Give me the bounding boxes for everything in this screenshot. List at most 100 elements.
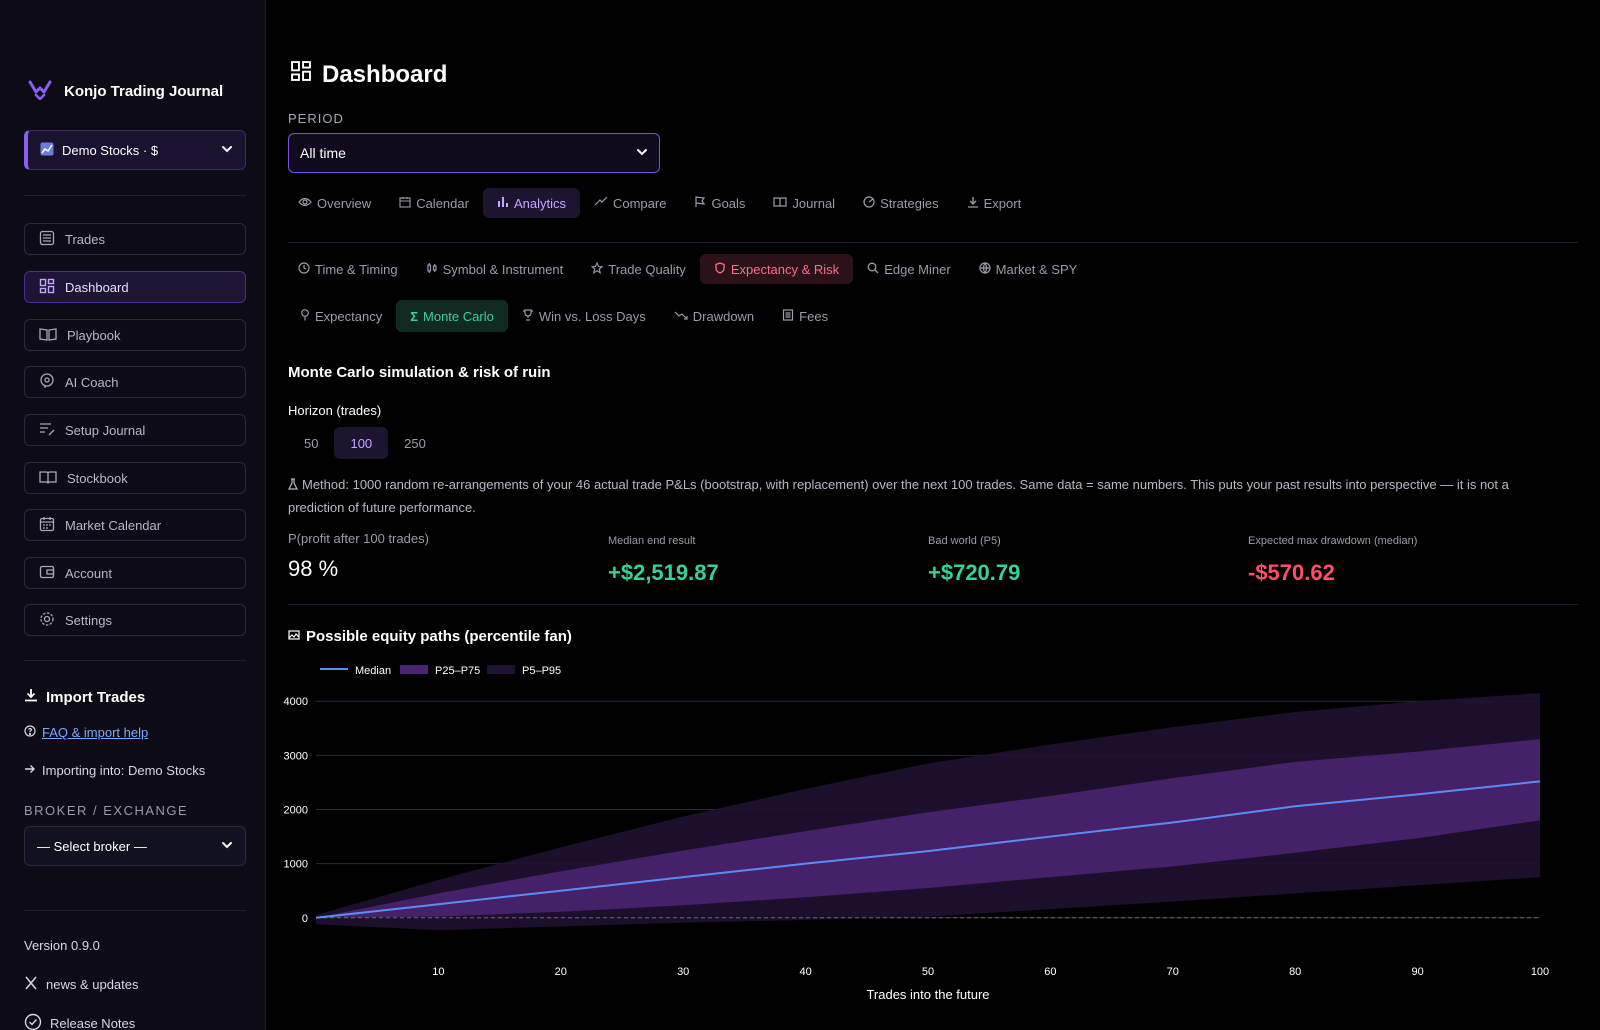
subsubtab-label: Drawdown — [692, 308, 755, 324]
pin-icon — [300, 308, 310, 324]
flag-icon — [694, 195, 706, 211]
tab-compare[interactable]: Compare — [580, 188, 680, 218]
badge-check-icon — [24, 1013, 42, 1030]
sidebar-item-label: Account — [65, 565, 112, 581]
wallet-icon — [39, 564, 55, 583]
subsubtab-monte-carlo[interactable]: Σ Monte Carlo — [396, 300, 508, 332]
book-open-icon — [39, 326, 57, 345]
sidebar-item-label: Setup Journal — [65, 422, 146, 438]
x-tick-label: 10 — [432, 966, 444, 978]
candles-icon — [426, 262, 438, 277]
subtab-time-timing[interactable]: Time & Timing — [284, 254, 412, 284]
horizon-label: Horizon (trades) — [288, 403, 382, 418]
bar-chart-icon — [497, 196, 509, 211]
chevron-down-icon — [636, 145, 648, 161]
subtab-symbol-instrument[interactable]: Symbol & Instrument — [412, 254, 578, 284]
brand[interactable]: Konjo Trading Journal — [28, 80, 223, 103]
sidebar-item-setup-journal[interactable]: Setup Journal — [24, 414, 246, 446]
legend-label: P5–P95 — [522, 665, 561, 677]
legend-label: Median — [355, 665, 391, 677]
horizon-option-250[interactable]: 250 — [404, 435, 426, 451]
analytics-subtabs: Time & Timing Symbol & Instrument Trade … — [284, 254, 1091, 284]
trophy-icon — [522, 308, 534, 324]
horizon-option-50[interactable]: 50 — [304, 435, 319, 451]
importing-into-label: Importing into: Demo Stocks — [42, 763, 206, 778]
sidebar-item-settings[interactable]: Settings — [24, 604, 246, 636]
tab-calendar[interactable]: Calendar — [385, 188, 483, 218]
chart-title-text: Possible equity paths (percentile fan) — [306, 628, 572, 645]
download-icon — [24, 688, 38, 706]
receipt-icon — [782, 308, 794, 324]
faq-import-help-link[interactable]: FAQ & import help — [42, 725, 149, 740]
horizon-option-100[interactable]: 100 — [334, 427, 389, 459]
globe-icon — [979, 261, 991, 277]
sidebar-item-label: Stockbook — [67, 470, 128, 486]
legend-swatch — [487, 665, 515, 674]
broker-select[interactable]: — Select broker — — [24, 826, 246, 866]
calendar-icon — [399, 196, 411, 211]
subtab-label: Trade Quality — [608, 261, 686, 277]
page-title: Dashboard — [290, 60, 447, 89]
stat-label: Median end result — [608, 535, 696, 547]
sidebar-item-playbook[interactable]: Playbook — [24, 319, 246, 351]
account-select[interactable]: Demo Stocks · $ — [24, 130, 246, 170]
period-label: PERIOD — [288, 111, 344, 126]
subtab-expectancy-risk[interactable]: Expectancy & Risk — [699, 254, 854, 284]
tab-strategies[interactable]: Strategies — [849, 188, 953, 218]
subsubtab-drawdown[interactable]: Drawdown — [660, 301, 768, 331]
arrow-right-icon — [24, 763, 36, 778]
sidebar-item-stockbook[interactable]: Stockbook — [24, 462, 246, 494]
sidebar-item-market-calendar[interactable]: Market Calendar — [24, 509, 246, 541]
stat-label: P(profit after 100 trades) — [288, 531, 429, 546]
p25-p75-band — [316, 739, 1540, 918]
app-name: Konjo Trading Journal — [64, 83, 224, 100]
flask-icon — [288, 475, 298, 497]
account-select-value: Demo Stocks · $ — [62, 142, 159, 158]
subtab-trade-quality[interactable]: Trade Quality — [577, 254, 700, 284]
sidebar-divider — [24, 195, 246, 196]
y-tick-label: 3000 — [284, 750, 308, 762]
sidebar-item-account[interactable]: Account — [24, 557, 246, 589]
sidebar-item-dashboard[interactable]: Dashboard — [24, 271, 246, 303]
news-label: news & updates — [46, 977, 139, 992]
gear-icon — [39, 611, 55, 630]
tab-export[interactable]: Export — [953, 188, 1036, 218]
x-tick-label: 100 — [1531, 966, 1549, 978]
broker-label: BROKER / EXCHANGE — [24, 803, 189, 818]
release-notes-link[interactable]: Release Notes — [24, 1013, 135, 1030]
news-link[interactable]: news & updates — [24, 976, 139, 993]
method-text: Method: 1000 random re-arrangements of y… — [288, 477, 1509, 515]
x-tick-label: 70 — [1167, 966, 1179, 978]
chevron-down-icon — [221, 839, 233, 854]
y-tick-label: 0 — [302, 913, 308, 925]
sidebar: Konjo Trading Journal Demo Stocks · $ Tr… — [0, 0, 266, 1030]
tab-label: Export — [983, 195, 1022, 211]
sidebar-item-trades[interactable]: Trades — [24, 223, 246, 255]
calendar-icon — [39, 516, 55, 535]
subsubtab-expectancy[interactable]: Expectancy — [286, 301, 396, 331]
subsubtab-fees[interactable]: Fees — [768, 301, 842, 331]
main-content: Dashboard PERIOD All time Overview Calen… — [266, 0, 1600, 1030]
subtab-market-spy[interactable]: Market & SPY — [965, 254, 1092, 284]
tab-overview[interactable]: Overview — [284, 188, 385, 218]
eye-icon — [298, 196, 312, 211]
sidebar-item-ai-coach[interactable]: AI Coach — [24, 366, 246, 398]
stat-median-end: Median end result +$2,519.87 — [608, 535, 719, 586]
subsubtab-win-loss-days[interactable]: Win vs. Loss Days — [508, 301, 660, 331]
trend-down-icon — [674, 309, 688, 324]
y-tick-label: 2000 — [284, 805, 308, 817]
risk-subtabs: Expectancy Σ Monte Carlo Win vs. Loss Da… — [286, 300, 842, 332]
subtab-edge-miner[interactable]: Edge Miner — [853, 254, 964, 284]
chart-title: Possible equity paths (percentile fan) — [288, 628, 572, 645]
median-line — [315, 780, 1541, 919]
subsubtab-label: Monte Carlo — [423, 308, 494, 324]
period-select[interactable]: All time — [288, 133, 660, 173]
tab-journal[interactable]: Journal — [759, 188, 849, 218]
tab-goals[interactable]: Goals — [680, 188, 759, 218]
faq-row: FAQ & import help — [24, 725, 148, 740]
importing-into: Importing into: Demo Stocks — [24, 763, 205, 778]
tab-analytics[interactable]: Analytics — [482, 188, 580, 218]
tab-label: Overview — [317, 195, 372, 211]
brain-icon — [39, 372, 55, 392]
broker-select-value: — Select broker — — [37, 838, 147, 854]
